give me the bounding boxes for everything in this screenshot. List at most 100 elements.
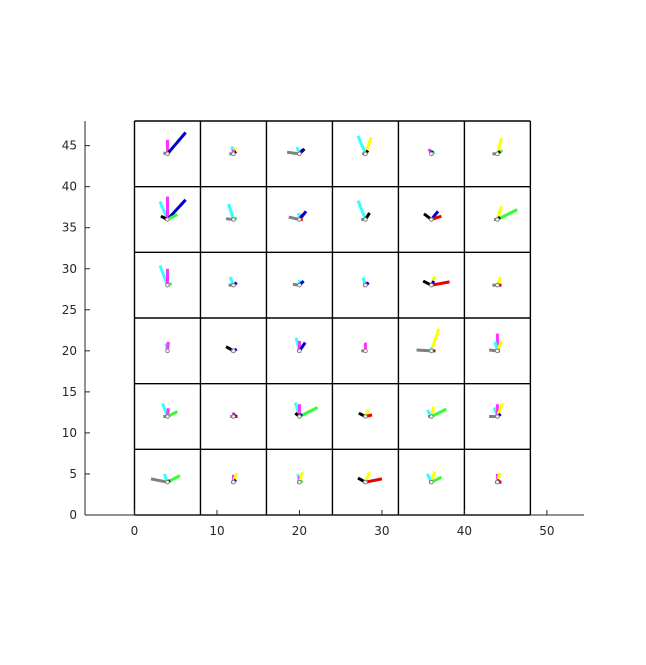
glyph-ray-cyan: [356, 135, 367, 155]
glyph: [426, 406, 447, 419]
glyph: [230, 472, 239, 485]
glyph-center: [495, 348, 500, 354]
glyph-center: [495, 282, 500, 288]
x-tick-label: 0: [131, 524, 139, 538]
x-tick-label: 40: [457, 524, 472, 538]
y-tick-label: 35: [62, 221, 77, 235]
glyph: [492, 137, 504, 157]
glyph-ray-red: [431, 280, 450, 287]
y-tick-label: 15: [62, 385, 77, 399]
glyph-center: [231, 414, 236, 419]
glyph: [230, 412, 238, 419]
glyph-center: [429, 414, 434, 419]
glyph-center: [363, 479, 368, 485]
glyph-center: [363, 414, 368, 419]
glyph-ray-yellow: [429, 328, 441, 352]
glyph: [163, 131, 187, 157]
glyph-center: [429, 151, 434, 157]
glyph-layer: [150, 131, 518, 485]
y-tick-label: 0: [69, 508, 77, 522]
glyph: [228, 276, 238, 288]
y-tick-label: 30: [62, 262, 77, 276]
glyph-center: [297, 151, 302, 157]
y-tick-label: 25: [62, 303, 77, 317]
glyph: [427, 148, 436, 157]
glyph: [225, 345, 238, 354]
glyph-center: [363, 217, 368, 222]
glyph-center: [231, 151, 236, 157]
glyph-center: [231, 479, 236, 485]
glyph: [150, 473, 181, 485]
glyph-center: [165, 151, 170, 157]
glyph: [492, 276, 503, 288]
glyph-center: [363, 282, 368, 288]
glyph: [158, 196, 187, 222]
glyph: [358, 409, 373, 419]
glyph-center: [165, 414, 170, 419]
glyph-ray-gray: [150, 477, 168, 484]
glyph: [425, 471, 442, 485]
y-tick-label: 10: [62, 426, 77, 440]
x-tick-label: 30: [374, 524, 389, 538]
glyph-ray-red: [365, 477, 383, 484]
glyph-center: [429, 217, 434, 222]
x-tick-label: 10: [209, 524, 224, 538]
glyph: [294, 337, 307, 354]
glyph: [293, 402, 319, 419]
glyph-center: [495, 414, 500, 419]
glyph: [416, 328, 441, 354]
x-tick-label: 20: [292, 524, 307, 538]
glyph-center: [429, 479, 434, 485]
glyph: [494, 472, 502, 485]
glyph: [164, 341, 170, 354]
glyph: [361, 277, 370, 288]
glyph-center: [429, 348, 434, 354]
glyph-center: [495, 151, 500, 157]
y-ticks: 0 5 10 15 20 25 30 35 40 45: [62, 139, 90, 522]
glyph-ray-green: [430, 407, 447, 418]
glyph-center: [297, 217, 302, 222]
glyph: [489, 333, 503, 354]
glyph-center: [297, 348, 302, 354]
glyph: [357, 471, 383, 485]
glyph: [286, 146, 306, 157]
glyph-center: [231, 217, 236, 222]
glyph: [356, 200, 371, 222]
glyph: [489, 402, 504, 419]
glyph: [494, 205, 518, 222]
glyph: [229, 146, 238, 157]
glyph: [296, 471, 305, 485]
glyph-center: [297, 414, 302, 419]
glyph: [356, 135, 373, 157]
glyph-center: [495, 479, 500, 485]
glyph: [288, 210, 308, 222]
glyph-center: [165, 282, 170, 288]
glyph-center: [165, 348, 170, 354]
glyph-ray-cyan: [227, 203, 235, 220]
glyph-center: [495, 217, 500, 222]
glyph-center: [231, 348, 236, 354]
glyph-center: [165, 217, 170, 222]
glyph-center: [165, 479, 170, 485]
glyph-ray-green: [496, 208, 518, 221]
glyph: [422, 275, 450, 288]
glyph: [158, 264, 173, 288]
glyph-ray-blue: [166, 131, 187, 155]
x-ticks: 0 10 20 30 40 50: [131, 510, 555, 538]
glyph-center: [297, 479, 302, 485]
glyph-center: [231, 282, 236, 288]
x-tick-label: 50: [539, 524, 554, 538]
glyph-center: [363, 348, 368, 354]
glyph: [225, 203, 238, 222]
y-tick-label: 40: [62, 180, 77, 194]
glyph-center: [297, 282, 302, 288]
glyph: [423, 210, 442, 222]
glyph-center: [429, 282, 434, 288]
glyph: [292, 279, 305, 288]
glyph: [361, 342, 368, 354]
glyph-center: [363, 151, 368, 157]
glyph: [161, 402, 179, 419]
grid-cells: [133, 120, 532, 516]
